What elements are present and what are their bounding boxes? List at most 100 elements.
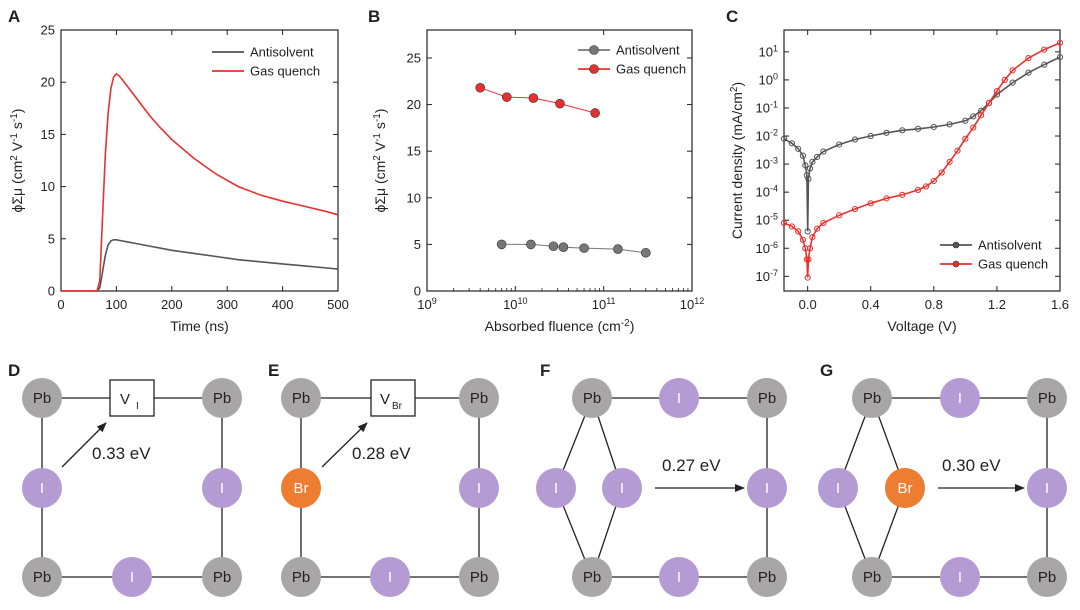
i-atom-right: I: [1027, 468, 1067, 508]
svg-text:Pb: Pb: [1038, 569, 1056, 586]
series-gas-quench-marker: [1009, 67, 1016, 74]
svg-text:I: I: [765, 480, 769, 497]
series-antisolvent-marker: [914, 125, 922, 132]
panel-label: C: [726, 7, 738, 26]
x-tick-label: 0.8: [925, 297, 943, 312]
legend: Antisolvent Gas quench: [578, 43, 686, 77]
svg-text:Pb: Pb: [1038, 390, 1056, 407]
svg-text:Pb: Pb: [292, 569, 310, 586]
pb-atom-top-left: Pb: [572, 378, 612, 418]
y-tick-label: 10-1: [756, 99, 778, 115]
panel-label-e: E: [268, 361, 279, 380]
series-gas-quench-marker: [962, 135, 969, 142]
series-gas-quench-marker: [978, 112, 985, 119]
migration-arrow: [61, 422, 107, 468]
y-tick-label: 20: [41, 75, 55, 90]
series-antisolvent-marker: [1041, 61, 1048, 68]
svg-text:Br: Br: [294, 480, 309, 497]
panel-label: A: [8, 7, 20, 26]
series-gas-quench-marker: [883, 195, 890, 202]
legend-entry: Antisolvent: [212, 45, 314, 60]
svg-text:I: I: [40, 480, 44, 497]
x-axis-title: Voltage (V): [887, 318, 956, 334]
i-atom-outer-left: I: [536, 468, 576, 508]
i-atom-outer-left: I: [818, 468, 858, 508]
svg-text:Pb: Pb: [470, 569, 488, 586]
svg-text:Pb: Pb: [213, 569, 231, 586]
y-tick-label: 10-5: [756, 212, 778, 228]
y-tick-label: 25: [41, 23, 55, 38]
y-axis-title: ϕΣμ (cm2 V-1 s-1): [372, 109, 389, 213]
y-tick-label: 10-6: [756, 240, 778, 256]
svg-text:I: I: [554, 480, 558, 497]
svg-text:V: V: [120, 391, 130, 408]
y-tick-label: 5: [414, 237, 421, 252]
series-antisolvent-point: [496, 239, 507, 250]
x-axis-title: Time (ns): [170, 318, 229, 334]
svg-text:I: I: [388, 569, 392, 586]
legend-marker: [589, 45, 599, 55]
series-gas-quench-point: [528, 93, 539, 103]
x-tick-label: 400: [272, 297, 294, 312]
i-atom-right: I: [202, 468, 242, 508]
plot-frame: [60, 29, 339, 292]
x-tick-label: 0: [57, 297, 64, 312]
i-atom-bottom: I: [112, 557, 152, 597]
series-gas-quench-point: [555, 98, 565, 109]
svg-text:Pb: Pb: [213, 390, 231, 407]
diagram-d: D Pb V I Pb I I Pb: [8, 361, 242, 597]
svg-text:V: V: [380, 391, 390, 408]
legend-label: Gas quench: [978, 257, 1048, 272]
series-antisolvent-marker: [867, 132, 874, 140]
series-antisolvent-marker: [780, 135, 788, 142]
series-antisolvent-line: [61, 239, 339, 292]
series-gas-quench-marker: [851, 205, 859, 213]
series-antisolvent-marker: [930, 123, 937, 131]
series-gas-quench-marker: [809, 233, 816, 241]
pb-atom-top-right: Pb: [459, 378, 499, 418]
series-gas-quench-marker: [985, 99, 993, 107]
pb-atom-top-right: Pb: [202, 378, 242, 418]
i-atom-inner: I: [602, 468, 642, 508]
y-tick-label: 10-4: [756, 184, 778, 200]
pb-atom-bottom-right: Pb: [1027, 557, 1067, 597]
energy-label: 0.33 eV: [92, 444, 151, 463]
legend-entry: Gas quench: [212, 64, 320, 79]
x-tick-label: 1012: [680, 296, 704, 312]
y-tick-label: 0: [414, 284, 421, 299]
series-antisolvent-point: [558, 242, 569, 252]
series-gas-quench-marker: [806, 245, 814, 252]
diagram-g: G Pb I Pb I Br I: [818, 361, 1067, 597]
series-antisolvent-point: [641, 247, 651, 258]
i-atom-top: I: [940, 378, 980, 418]
br-atom-inner: Br: [885, 468, 925, 508]
series-antisolvent-marker: [805, 175, 812, 182]
pb-atom-top-right: Pb: [1027, 378, 1067, 418]
x-tick-label: 100: [106, 297, 128, 312]
svg-text:Br: Br: [392, 401, 403, 412]
pb-atom-top-left: Pb: [852, 378, 892, 418]
x-tick-label: 300: [216, 297, 238, 312]
series-gas-quench-marker: [820, 219, 827, 227]
legend-marker: [589, 64, 599, 74]
chart-b: B 109 1010 1011 1012 0 5 10 15 20 25 Absorbed fluen…: [368, 7, 704, 334]
series-gas-quench-line: [61, 72, 339, 292]
series-gas-quench-marker: [805, 256, 812, 263]
legend-entry: Antisolvent: [578, 43, 680, 58]
i-atom-left: I: [22, 468, 62, 508]
diagram-e: E Pb V Br Pb Br I Pb: [268, 361, 499, 597]
legend: Antisolvent Gas quench: [940, 238, 1048, 272]
legend-entry: Antisolvent: [940, 238, 1042, 253]
series-gas-quench-marker: [1001, 76, 1008, 83]
y-tick-label: 5: [48, 231, 55, 246]
series-antisolvent-marker: [804, 228, 811, 235]
x-tick-label: 200: [161, 297, 183, 312]
y-tick-label: 101: [759, 43, 778, 59]
series-gas-quench-marker: [954, 147, 961, 154]
svg-text:I: I: [136, 401, 139, 412]
series-gas-quench-line: [783, 42, 1061, 278]
y-tick-label: 15: [41, 127, 55, 142]
series-gas-quench-marker: [922, 183, 930, 190]
pb-atom-bottom-left: Pb: [572, 557, 612, 597]
